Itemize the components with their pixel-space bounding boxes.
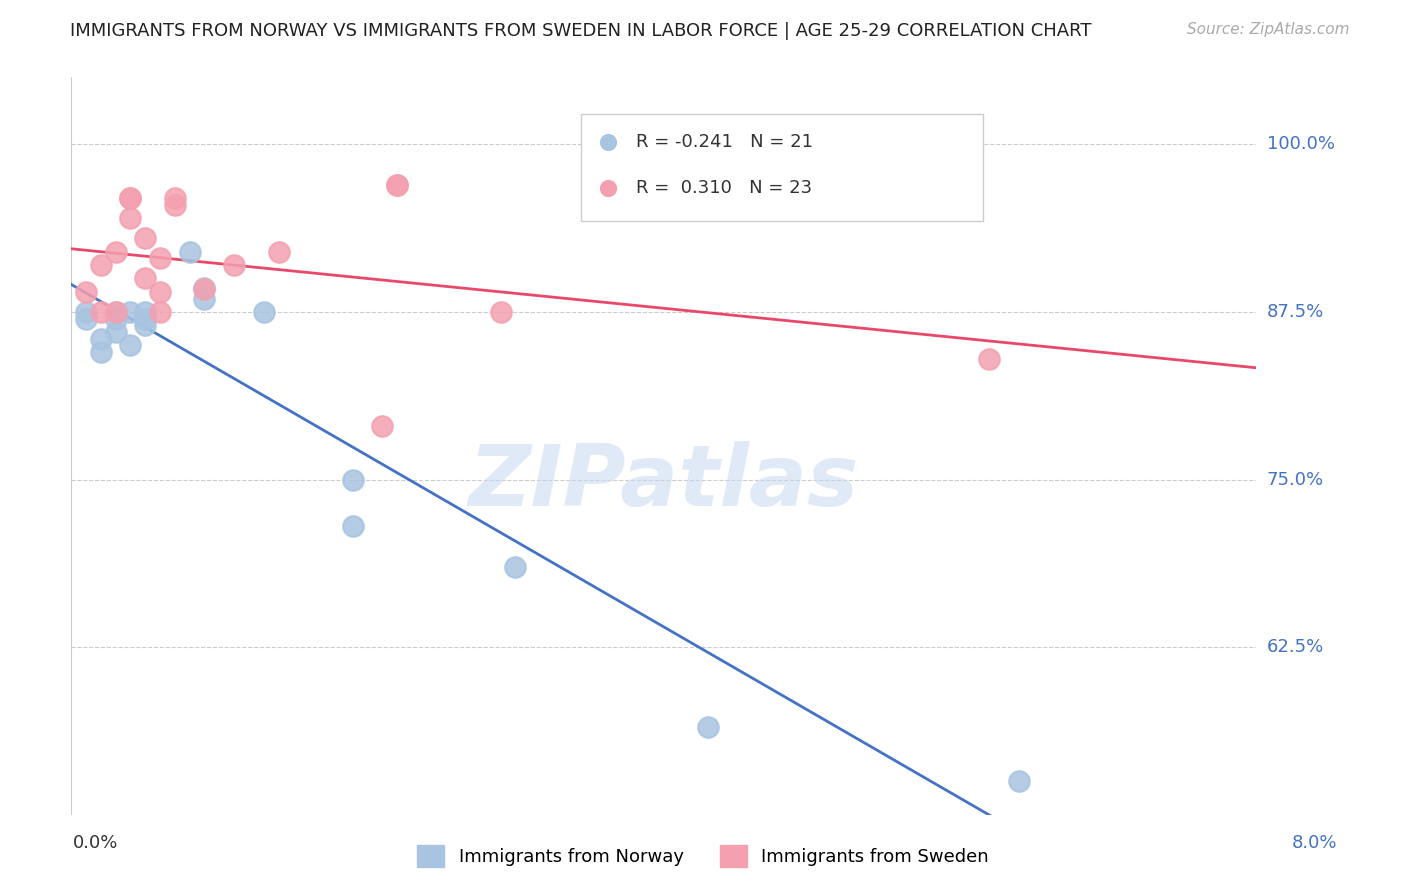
Point [104,325,127,339]
Text: 8.0%: 8.0% [1292,834,1337,852]
Point [179,244,201,259]
Point [385,178,408,192]
Point [149,305,172,319]
Text: 87.5%: 87.5% [1267,303,1324,321]
Point [267,244,290,259]
Text: ZIPatlas: ZIPatlas [468,442,859,524]
Text: Source: ZipAtlas.com: Source: ZipAtlas.com [1187,22,1350,37]
Point [193,281,215,295]
Point [120,211,142,226]
Text: R =  0.310   N = 23: R = 0.310 N = 23 [636,179,813,197]
Point [149,285,172,299]
Point [134,305,156,319]
Point [90,258,112,272]
Point [120,338,142,352]
Text: 75.0%: 75.0% [1267,470,1324,489]
Point [253,305,276,319]
Point [222,258,245,272]
Point [979,351,1001,366]
Text: R = -0.241   N = 21: R = -0.241 N = 21 [636,133,813,151]
Point [75,311,97,326]
Point [134,271,156,285]
Point [120,305,142,319]
Point [104,244,127,259]
Point [385,178,408,192]
Point [193,292,215,306]
Point [104,305,127,319]
Point [120,191,142,205]
Point [90,332,112,346]
FancyBboxPatch shape [581,114,983,221]
Legend: Immigrants from Norway, Immigrants from Sweden: Immigrants from Norway, Immigrants from … [411,838,995,874]
Point [104,305,127,319]
Point [75,285,97,299]
Point [120,191,142,205]
Point [149,252,172,266]
Point [163,191,186,205]
Point [134,311,156,326]
Point [342,519,364,533]
Point [505,559,527,574]
Point [90,305,112,319]
Point [163,198,186,212]
Point [696,721,718,735]
Point [342,473,364,487]
Text: 0.0%: 0.0% [73,834,118,852]
Point [1008,774,1031,789]
Point [134,231,156,245]
Point [90,345,112,359]
Point [489,305,512,319]
Text: 62.5%: 62.5% [1267,638,1324,656]
Point [193,282,215,296]
Text: IMMIGRANTS FROM NORWAY VS IMMIGRANTS FROM SWEDEN IN LABOR FORCE | AGE 25-29 CORR: IMMIGRANTS FROM NORWAY VS IMMIGRANTS FRO… [70,22,1092,40]
Point [134,318,156,333]
Point [104,311,127,326]
Point [371,418,394,433]
Point [75,305,97,319]
Text: 100.0%: 100.0% [1267,136,1334,153]
